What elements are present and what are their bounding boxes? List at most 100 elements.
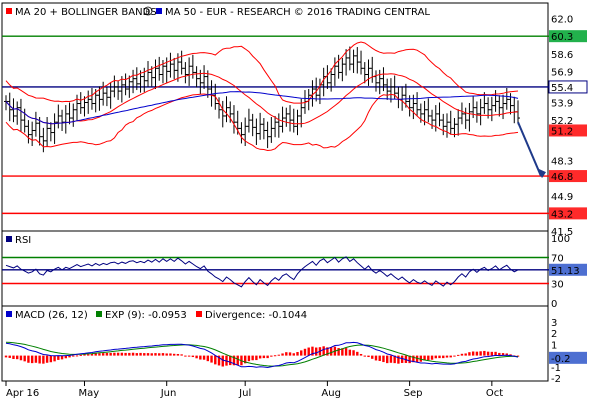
price-level-tag-bg [549,80,587,93]
divergence-bar [397,355,400,364]
price-level-outline [548,80,588,94]
bollinger-lower-line [5,93,519,152]
divergence-bar [154,353,157,356]
divergence-bar [68,355,71,358]
divergence-bar [382,355,385,363]
divergence-bar [449,355,452,358]
divergence-bar [322,346,325,356]
divergence-bar [139,352,142,356]
price-level-tag-label: 43.2 [551,209,573,220]
divergence-bar [262,355,266,359]
divergence-bar [116,352,120,356]
divergence-bar [509,354,512,356]
divergence-bar [150,353,153,356]
x-axis-label: Jul [238,388,251,399]
rsi-legend-label: RSI [15,235,31,246]
divergence-bar [236,355,239,366]
divergence-bar [79,354,82,356]
rsi-tick-label: 0 [551,299,557,310]
ma20-tag-label: 51.2 [551,126,573,137]
divergence-bar [176,353,180,356]
divergence-bar [202,355,206,360]
bollinger-upper-line [5,41,519,104]
divergence-bar [468,352,471,356]
divergence-bar [90,353,94,356]
divergence-bar [87,354,90,356]
divergence-bar [415,355,419,363]
rsi-line [5,256,519,288]
divergence-bar [400,355,404,363]
divergence-bar [389,355,393,363]
divergence-bar [273,355,277,357]
divergence-bar [385,355,389,364]
divergence-bar [34,355,38,363]
divergence-bar [445,355,449,358]
divergence-bar [300,350,303,356]
divergence-bar [393,355,396,364]
divergence-bar [457,354,460,356]
price-level-tag-label: 55.4 [551,83,573,94]
divergence-bar [288,352,292,356]
divergence-bar [180,354,183,356]
price-level-tag-bg [549,170,587,183]
divergence-bar [30,355,34,364]
divergence-bar [266,355,269,359]
divergence-bar [270,355,273,357]
forecast-arrow-shaft [517,121,542,177]
divergence-bar [277,354,281,356]
macd-line [5,341,519,369]
divergence-bar [296,352,299,356]
divergence-bar [285,352,288,356]
divergence-bar [169,353,172,356]
ma20-line [5,72,519,125]
divergence-bar [438,355,441,359]
divergence-bar [4,355,8,358]
divergence-bar [38,355,41,364]
divergence-bar [72,355,75,357]
macd-current-tag-bg [549,351,587,364]
divergence-bar [292,353,295,356]
divergence-bar [113,352,116,356]
price-tick-label: 62.0 [551,15,573,26]
divergence-bar [378,355,381,361]
divergence-bar [356,351,359,356]
divergence-bar [42,355,45,364]
divergence-bar [505,353,508,356]
divergence-bar [247,355,251,362]
divergence-bar [419,355,423,362]
divergence-legend-label: Divergence: -0.1044 [205,310,307,321]
divergence-bar [64,355,67,359]
macd-tick-label: 1 [551,340,557,351]
divergence-bar [184,355,187,357]
rsi-tick-label: 100 [551,234,570,245]
divergence-bar [352,350,355,356]
divergence-bar [27,355,30,363]
macd-current-label: -0.2 [551,354,571,365]
divergence-bar [367,355,370,358]
divergence-bar [217,355,221,366]
price-tick-label: 56.9 [551,67,573,78]
price-level-tag-bg [549,30,587,43]
divergence-bar [101,353,105,356]
divergence-bar [430,355,434,360]
divergence-bar [464,353,467,356]
x-axis-label: Jun [160,388,177,399]
price-tick-label: 41.5 [551,227,573,238]
divergence-bar [8,355,11,358]
divergence-bar [329,347,333,356]
divergence-bar [57,355,60,360]
divergence-bar [45,355,49,363]
divergence-bar [143,353,146,356]
ma50-legend-swatch [156,8,162,14]
divergence-bar [187,355,191,357]
price-tick-label: 58.6 [551,50,573,61]
registered-icon: R [143,6,153,16]
divergence-bar [479,351,482,356]
x-axis-label: May [78,388,99,399]
divergence-bar [501,353,505,356]
price-level-tag-label: 60.3 [551,32,573,43]
rsi-panel [1,230,549,307]
divergence-bar [232,355,236,366]
divergence-bar [49,355,53,363]
